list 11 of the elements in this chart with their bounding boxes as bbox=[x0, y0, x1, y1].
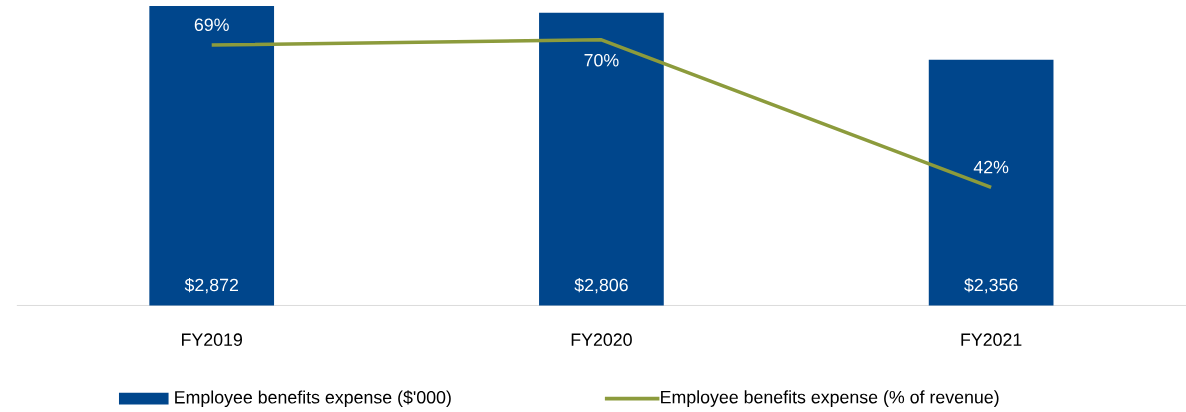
x-tick-label: FY2020 bbox=[571, 333, 632, 347]
data-label: 42% bbox=[973, 161, 1009, 174]
x-tick-label: FY2019 bbox=[182, 333, 242, 347]
data-label: 70% bbox=[584, 54, 619, 67]
legend-label: Employee benefits expense ($'000) bbox=[175, 390, 451, 408]
data-label: $2,356 bbox=[964, 278, 1018, 294]
data-label: $2,806 bbox=[574, 278, 628, 294]
data-label: 69% bbox=[194, 18, 229, 32]
legend-label: Employee benefits expense (% of revenue) bbox=[661, 390, 999, 408]
data-label: $2,872 bbox=[184, 278, 238, 294]
x-tick-label: FY2021 bbox=[961, 333, 1022, 347]
